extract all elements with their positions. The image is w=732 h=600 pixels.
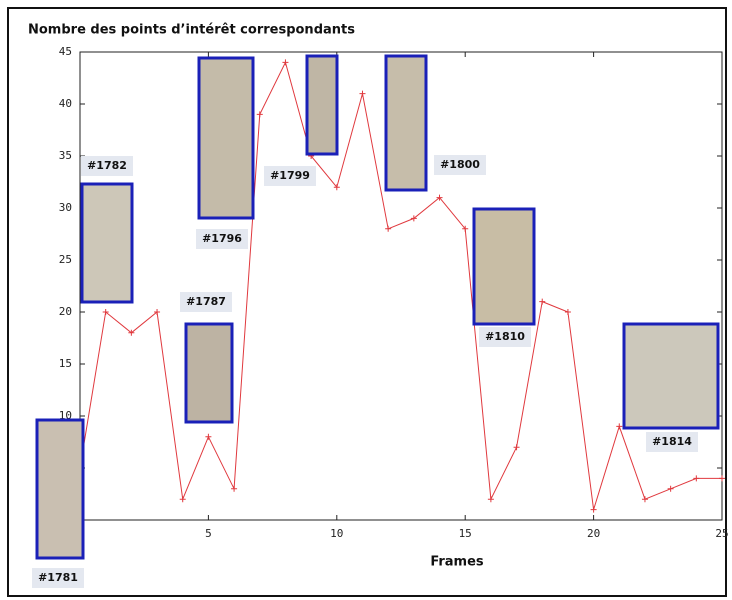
point xyxy=(693,475,700,482)
point xyxy=(154,309,161,315)
y-tick-label: 45 xyxy=(59,45,72,58)
x-axis-label: Frames xyxy=(430,555,484,570)
x-tick-label: 15 xyxy=(459,527,472,540)
point xyxy=(513,444,520,451)
y-tick-label: 35 xyxy=(59,149,72,162)
y-tick-label: 15 xyxy=(59,357,72,370)
x-tick-label: 5 xyxy=(205,527,212,540)
annotation-bg xyxy=(81,156,133,176)
x-tick-label: 20 xyxy=(587,527,600,540)
y-tick-label: 40 xyxy=(59,97,72,110)
point xyxy=(667,485,674,492)
chart-title: Nombre des points d’intérêt correspondan… xyxy=(28,23,355,38)
x-tick-label: 25 xyxy=(715,527,728,540)
annotation: #1800 xyxy=(440,158,480,171)
point xyxy=(179,496,186,503)
point xyxy=(128,329,135,336)
point xyxy=(359,90,366,97)
point xyxy=(231,485,238,492)
frame-thumbnail xyxy=(80,182,134,304)
point xyxy=(282,59,289,66)
annotation-bg xyxy=(479,327,531,347)
y-tick-label: 25 xyxy=(59,253,72,266)
frame-thumbnail xyxy=(35,418,85,560)
point xyxy=(102,309,109,315)
annotation: #1781 xyxy=(38,571,78,584)
point xyxy=(436,194,443,201)
point xyxy=(410,215,417,222)
annotation-bg xyxy=(264,166,316,186)
frame-thumbnail xyxy=(197,56,255,220)
y-tick-label: 20 xyxy=(59,305,72,318)
annotation-bg xyxy=(180,292,232,312)
point xyxy=(719,475,725,482)
point xyxy=(564,309,571,315)
annotation: #1782 xyxy=(87,159,127,172)
annotation-bg xyxy=(32,568,84,588)
annotation-bg xyxy=(434,155,486,175)
y-tick-label: 30 xyxy=(59,201,72,214)
frame-thumbnail xyxy=(305,54,339,156)
point xyxy=(205,433,212,440)
annotation: #1799 xyxy=(270,169,310,182)
annotation-bg xyxy=(196,229,248,249)
point xyxy=(462,225,469,232)
x-tick-label: 10 xyxy=(330,527,343,540)
point xyxy=(616,423,623,430)
annotation: #1787 xyxy=(186,295,226,308)
plot-area xyxy=(79,51,723,521)
frame-thumbnail xyxy=(384,54,428,192)
point xyxy=(333,184,340,191)
point xyxy=(487,496,494,503)
annotation: #1810 xyxy=(485,330,525,343)
annotation: #1796 xyxy=(202,232,242,245)
point xyxy=(641,496,648,503)
annotation-bg xyxy=(646,432,698,452)
frame-thumbnail xyxy=(472,207,536,326)
point xyxy=(539,298,546,305)
annotation: #1814 xyxy=(652,435,692,448)
frame-thumbnail xyxy=(184,322,234,424)
point xyxy=(256,111,263,118)
point xyxy=(385,225,392,232)
frame-thumbnail xyxy=(622,322,720,430)
line xyxy=(79,60,722,510)
point xyxy=(590,506,597,513)
